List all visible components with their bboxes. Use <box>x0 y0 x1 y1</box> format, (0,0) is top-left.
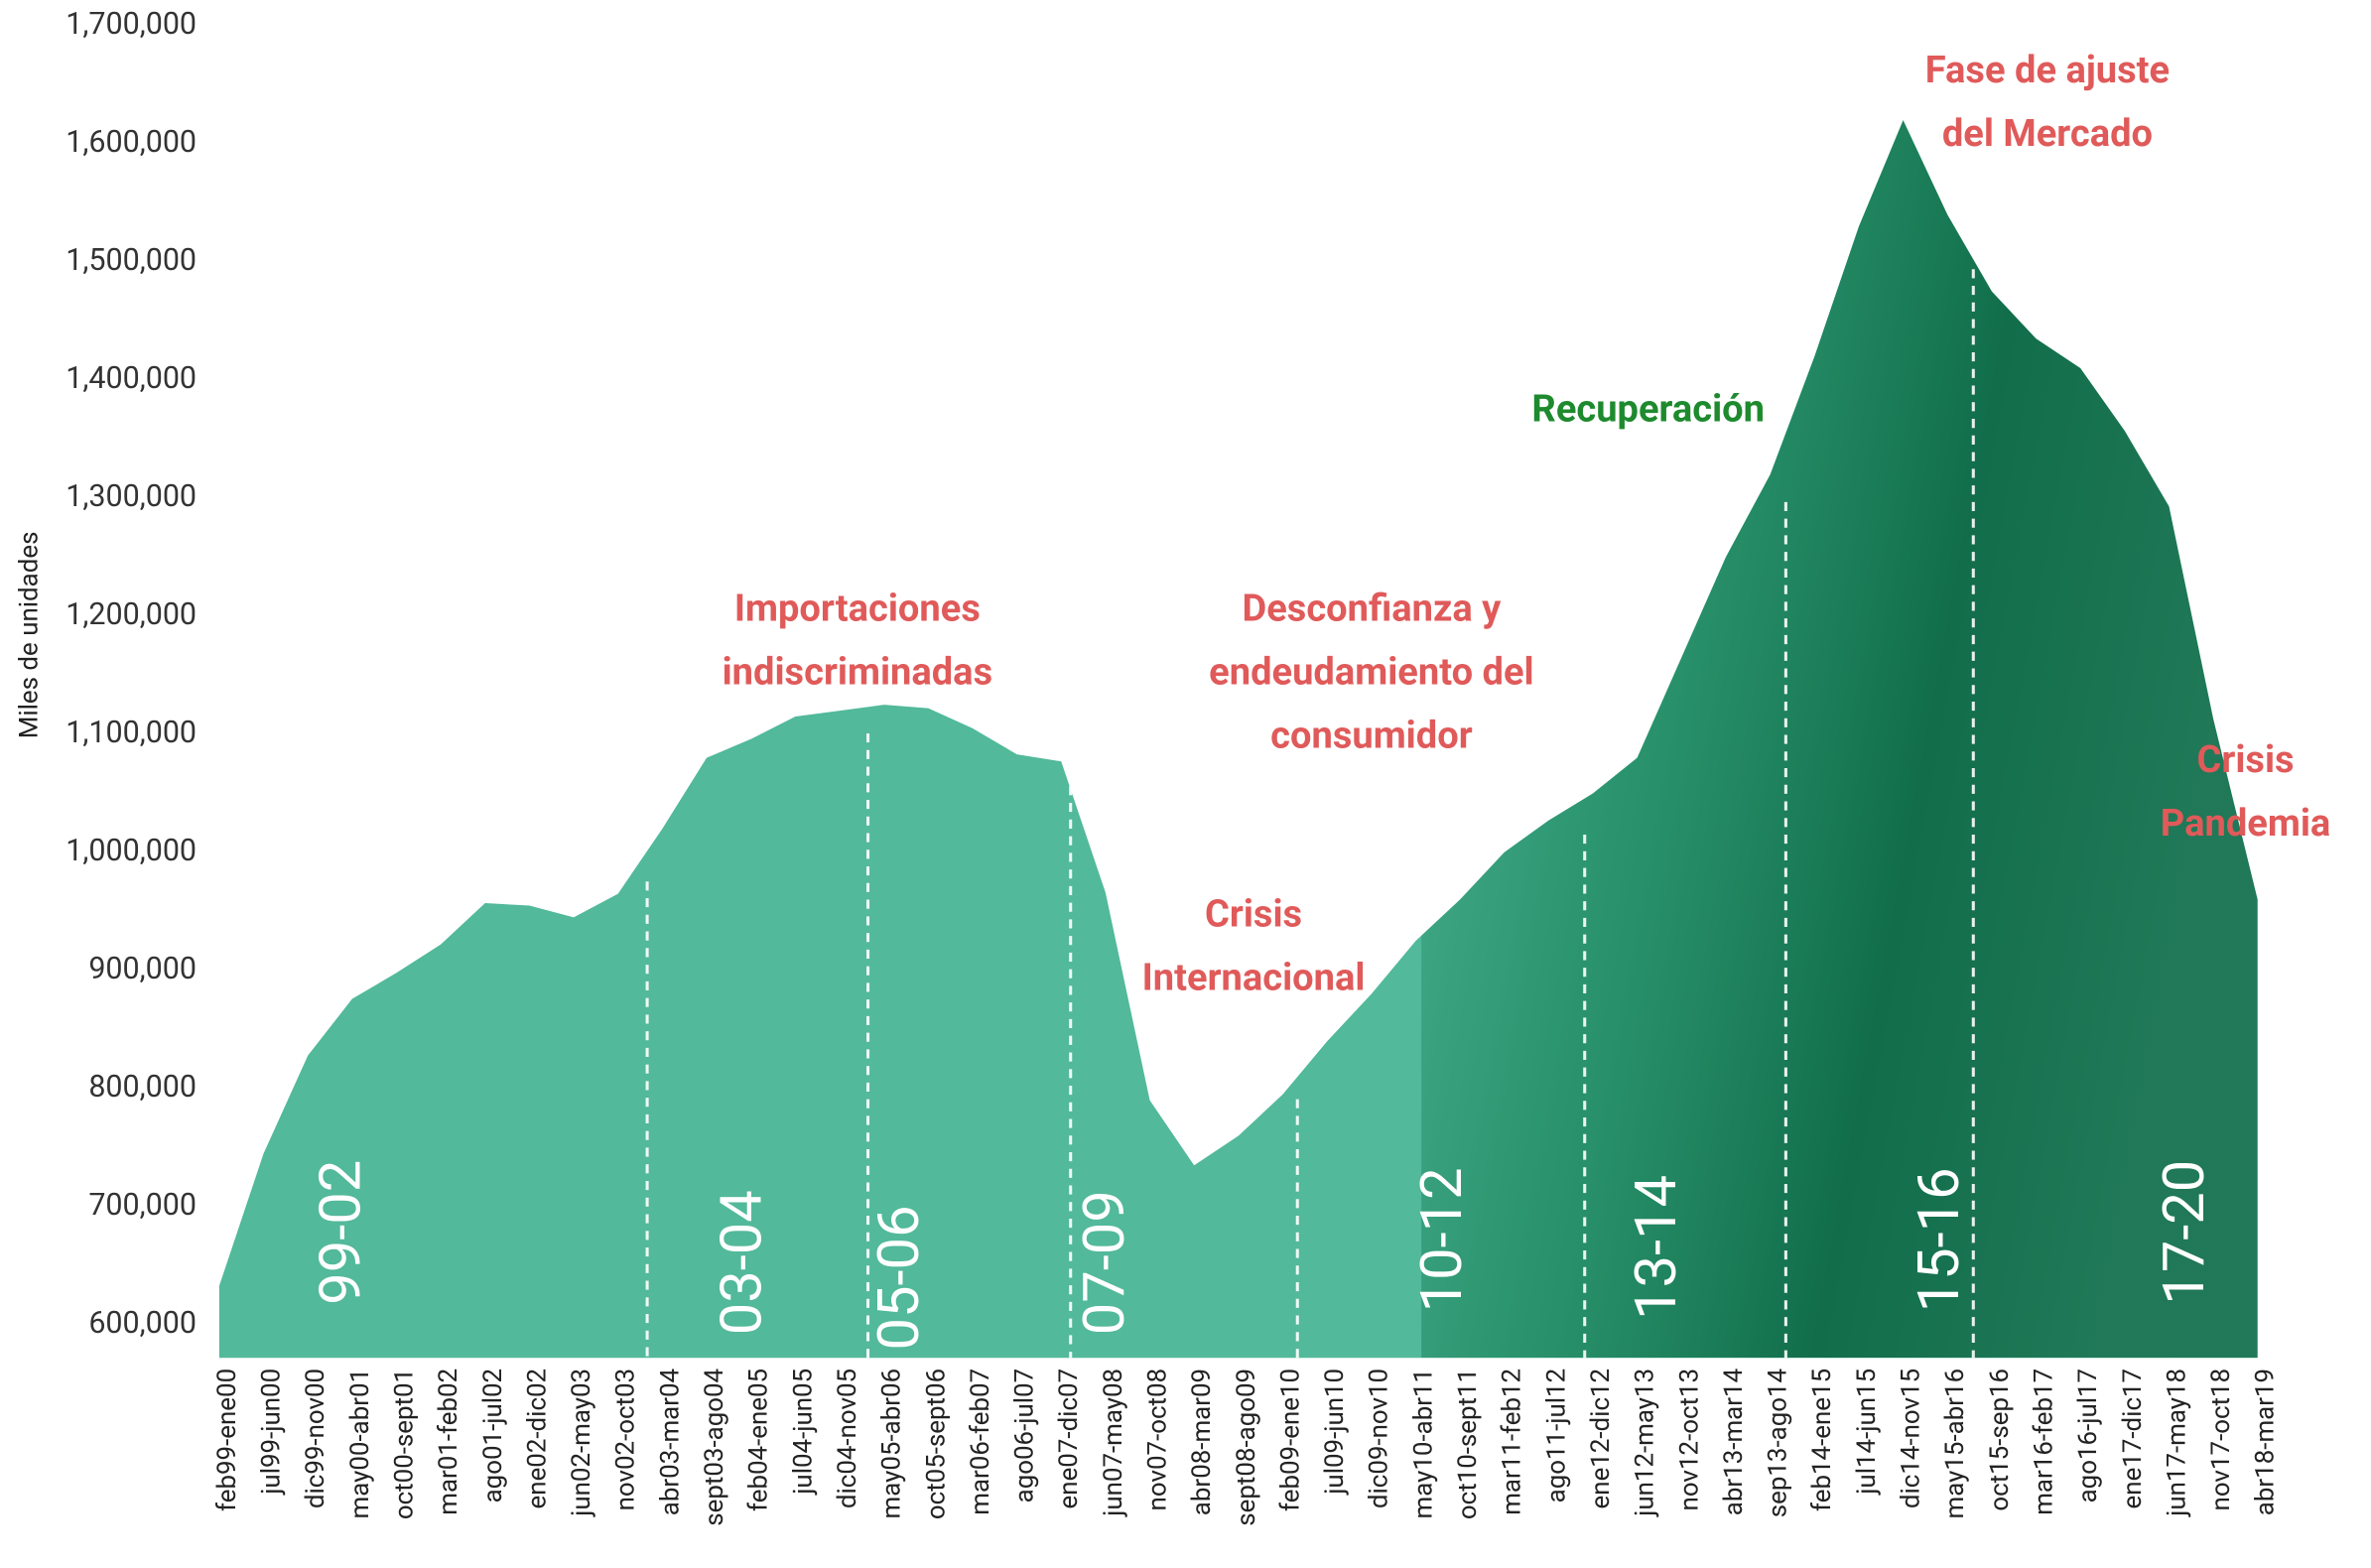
x-tick-label: jun02-may03 <box>567 1369 596 1517</box>
x-tick-label: may15-abr16 <box>1940 1369 1970 1519</box>
y-tick-label: 1,600,000 <box>66 125 197 160</box>
period-label: 10-12 <box>1408 1167 1476 1312</box>
x-tick-label: mar16-feb17 <box>2029 1369 2058 1515</box>
x-tick-label: abr18-mar19 <box>2251 1369 2281 1515</box>
x-tick-label: ene07-dic07 <box>1054 1369 1084 1509</box>
annotation: consumidor <box>1270 715 1473 758</box>
x-tick-label: abr08-mar09 <box>1187 1369 1217 1515</box>
x-tick-label: mar06-feb07 <box>966 1369 995 1515</box>
x-tick-label: may00-abr01 <box>345 1369 375 1519</box>
x-tick-label: feb99-ene00 <box>212 1369 242 1511</box>
photo-overlay <box>1421 120 2258 1359</box>
y-tick-label: 1,100,000 <box>66 716 197 750</box>
x-tick-label: oct15-sep16 <box>1985 1369 2015 1511</box>
annotation: Internacional <box>1142 956 1366 999</box>
x-tick-label: ago06-jul07 <box>1010 1369 1040 1503</box>
y-tick-label: 1,000,000 <box>66 834 197 868</box>
x-tick-label: jul14-jun15 <box>1852 1369 1882 1496</box>
annotation: Crisis <box>2196 738 2294 782</box>
x-tick-label: oct00-sept01 <box>389 1369 419 1519</box>
annotation: indiscriminadas <box>723 651 993 695</box>
x-tick-label: feb14-ene15 <box>1807 1369 1837 1511</box>
x-tick-label: dic09-nov10 <box>1365 1369 1394 1508</box>
x-tick-label: oct10-sept11 <box>1453 1369 1483 1519</box>
y-tick-label: 800,000 <box>88 1070 197 1105</box>
x-tick-label: may10-abr11 <box>1408 1369 1438 1519</box>
y-tick-label: 1,700,000 <box>66 7 197 42</box>
x-tick-label: dic04-nov05 <box>833 1369 862 1508</box>
period-label: 15-16 <box>1906 1167 1973 1312</box>
x-tick-label: jul04-jun05 <box>788 1369 818 1496</box>
x-tick-label: nov17-oct18 <box>2206 1369 2236 1511</box>
x-tick-label: jun17-may18 <box>2162 1369 2191 1517</box>
x-tick-label: nov07-oct08 <box>1143 1369 1173 1511</box>
x-tick-label: may05-abr06 <box>877 1369 907 1519</box>
x-tick-label: abr03-mar04 <box>655 1369 685 1515</box>
x-tick-label: jun12-may13 <box>1631 1369 1660 1517</box>
x-tick-label: sep13-ago14 <box>1764 1369 1793 1517</box>
x-tick-label: jul09-jun10 <box>1320 1369 1350 1496</box>
period-label: 13-14 <box>1623 1175 1690 1320</box>
y-tick-label: 1,300,000 <box>66 479 197 514</box>
annotation: Fase de ajuste <box>1925 49 2170 92</box>
x-tick-label: jul99-jun00 <box>257 1369 287 1496</box>
annotation: Importaciones <box>734 588 981 631</box>
x-tick-label: oct05-sept06 <box>921 1369 951 1519</box>
x-tick-label: ene17-dic17 <box>2118 1369 2148 1509</box>
period-label: 17-20 <box>2151 1160 2218 1305</box>
y-tick-label: 700,000 <box>88 1188 197 1223</box>
x-tick-label: jun07-may08 <box>1099 1369 1128 1517</box>
period-label: 99-02 <box>308 1160 375 1305</box>
y-tick-label: 1,200,000 <box>66 597 197 632</box>
x-tick-label: nov02-oct03 <box>611 1369 641 1511</box>
x-tick-label: mar11-feb12 <box>1498 1369 1527 1515</box>
x-tick-label: dic14-nov15 <box>1897 1369 1926 1508</box>
x-tick-label: sept03-ago04 <box>700 1369 729 1526</box>
annotation: Crisis <box>1205 892 1302 936</box>
period-label: 05-06 <box>865 1205 933 1350</box>
x-tick-label: mar01-feb02 <box>434 1369 463 1515</box>
annotation: Recuperación <box>1531 387 1765 431</box>
y-tick-label: 1,500,000 <box>66 243 197 278</box>
x-tick-label: feb04-ene05 <box>744 1369 774 1511</box>
y-tick-label: 1,400,000 <box>66 361 197 396</box>
x-tick-label: dic99-nov00 <box>301 1369 330 1508</box>
x-tick-label: ago11-jul12 <box>1541 1369 1571 1503</box>
x-tick-label: ago01-jul02 <box>478 1369 508 1503</box>
x-tick-label: nov12-oct13 <box>1674 1369 1704 1511</box>
y-tick-label: 600,000 <box>88 1306 197 1341</box>
period-label: 03-04 <box>708 1190 775 1335</box>
x-tick-label: ago16-jul17 <box>2073 1369 2103 1503</box>
y-axis-label: Miles de unidades <box>14 532 44 739</box>
period-label: 07-09 <box>1071 1190 1138 1335</box>
annotation: Pandemia <box>2161 802 2331 846</box>
x-tick-label: sept08-ago09 <box>1232 1369 1261 1526</box>
x-tick-label: abr13-mar14 <box>1719 1369 1749 1515</box>
annotation: endeudamiento del <box>1209 651 1533 695</box>
y-tick-label: 900,000 <box>88 952 197 986</box>
annotation: Desconfianza y <box>1242 588 1502 631</box>
x-tick-label: ene02-dic02 <box>522 1369 552 1509</box>
x-tick-label: ene12-dic12 <box>1586 1369 1616 1509</box>
annotation: del Mercado <box>1942 112 2153 156</box>
x-tick-label: feb09-ene10 <box>1275 1369 1305 1511</box>
